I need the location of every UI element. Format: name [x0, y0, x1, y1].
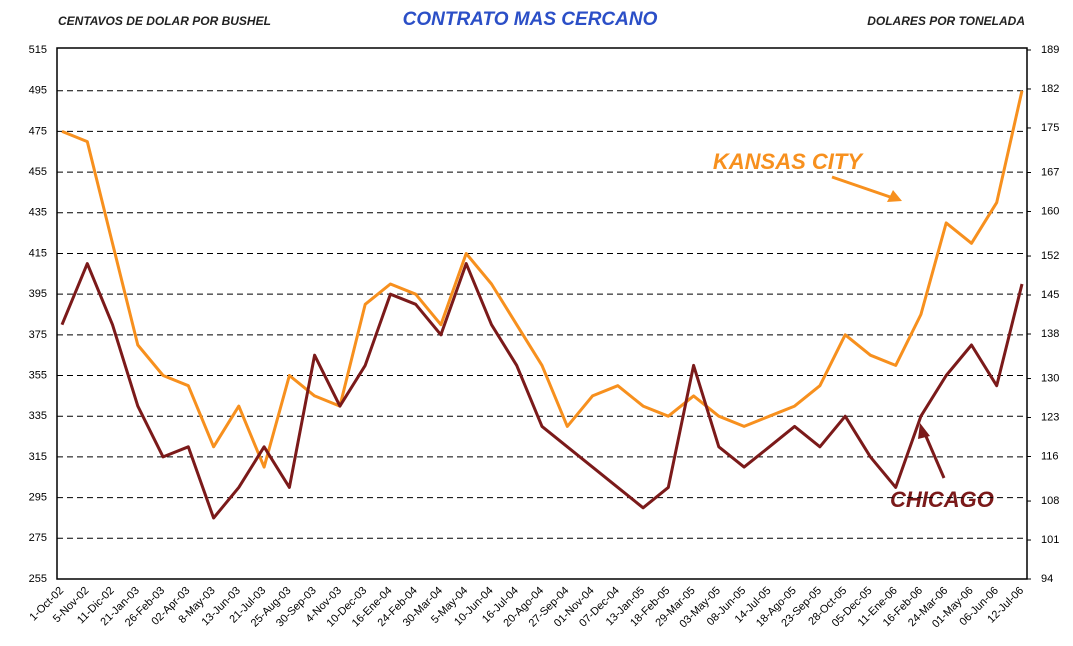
y2-tick-label: 189 [1041, 44, 1059, 56]
plot-frame [56, 47, 1028, 580]
annotation-arrow [923, 433, 946, 479]
series-line [60, 262, 1024, 520]
y-tick-label: 495 [29, 85, 47, 97]
annotation: CHICAGO [890, 487, 994, 512]
y-tick-label: 395 [29, 288, 47, 300]
y-axis-label: CENTAVOS DE DOLAR POR BUSHEL [58, 14, 271, 28]
y-tick-label: 475 [29, 125, 47, 137]
y-tick-label: 315 [29, 451, 47, 463]
y2-tick-label: 94 [1041, 573, 1053, 585]
y2-tick-label: 101 [1041, 534, 1059, 546]
annotation-arrowhead [887, 190, 902, 202]
y2-tick-label: 167 [1041, 166, 1059, 178]
y2-tick-label: 138 [1041, 328, 1059, 340]
y-tick-label: 275 [29, 532, 47, 544]
y-tick-label: 295 [29, 492, 47, 504]
y2-tick-label: 182 [1041, 83, 1059, 95]
y2-tick-label: 108 [1041, 495, 1059, 507]
y2-tick-label: 130 [1041, 372, 1059, 384]
y-tick-label: 515 [29, 44, 47, 56]
y2-tick-label: 116 [1041, 450, 1059, 462]
y2-tick-label: 175 [1041, 122, 1059, 134]
y-tick-label: 335 [29, 410, 47, 422]
chart-title: CONTRATO MAS CERCANO [403, 9, 658, 30]
annotation-arrow [831, 175, 894, 200]
y-tick-label: 415 [29, 247, 47, 259]
series-line [61, 90, 1024, 469]
annotation: KANSAS CITY [713, 149, 864, 174]
y-tick-label: 455 [29, 166, 47, 178]
y-tick-label: 375 [29, 329, 47, 341]
annotation-arrowhead [918, 423, 930, 439]
y-tick-label: 435 [29, 207, 47, 219]
y-tick-label: 255 [29, 573, 47, 585]
y2-tick-label: 123 [1041, 411, 1059, 423]
y2-tick-label: 145 [1041, 289, 1059, 301]
y2-tick-label: 152 [1041, 250, 1059, 262]
y2-tick-label: 160 [1041, 205, 1059, 217]
y-tick-label: 355 [29, 369, 47, 381]
y2-axis-label: DOLARES POR TONELADA [867, 14, 1025, 28]
